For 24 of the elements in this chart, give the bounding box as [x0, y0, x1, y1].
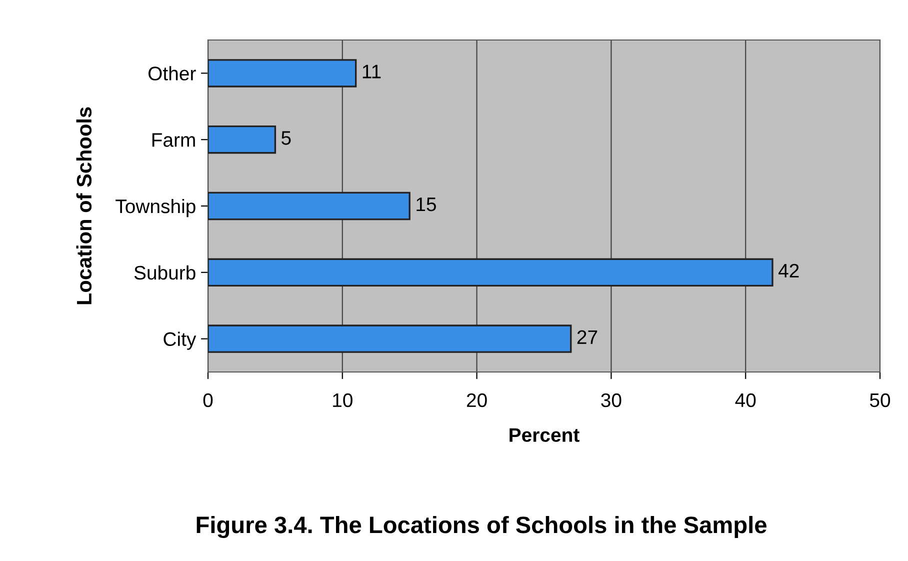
x-tick-label: 20 — [466, 393, 487, 408]
data-label: 42 — [778, 264, 799, 278]
y-tick-label: Other — [148, 66, 196, 80]
bar — [208, 59, 357, 88]
data-label: 5 — [282, 131, 291, 145]
data-label: 15 — [416, 198, 436, 212]
x-tick-label: 50 — [870, 393, 890, 408]
y-tick-label: City — [164, 332, 196, 350]
y-tick-label: Suburb — [134, 265, 196, 280]
x-axis-title: Percent — [510, 428, 580, 442]
text: Figure 3.4. The Locations of Schools in the Sample — [196, 516, 766, 538]
y-tick-label: Township — [116, 198, 196, 218]
x-tick-label: 30 — [601, 393, 622, 408]
y-tick-label: Farm — [152, 133, 195, 147]
bar — [208, 192, 410, 220]
bar — [208, 125, 276, 154]
x-tick-label: 40 — [735, 393, 756, 408]
data-label: 27 — [577, 330, 598, 344]
x-tick-label: 0 — [203, 393, 213, 408]
data-label: 11 — [362, 64, 381, 78]
bar — [208, 324, 572, 353]
x-tick-label: 10 — [333, 393, 352, 408]
y-axis-title: Location of Schools — [76, 107, 92, 304]
bar — [208, 258, 774, 287]
